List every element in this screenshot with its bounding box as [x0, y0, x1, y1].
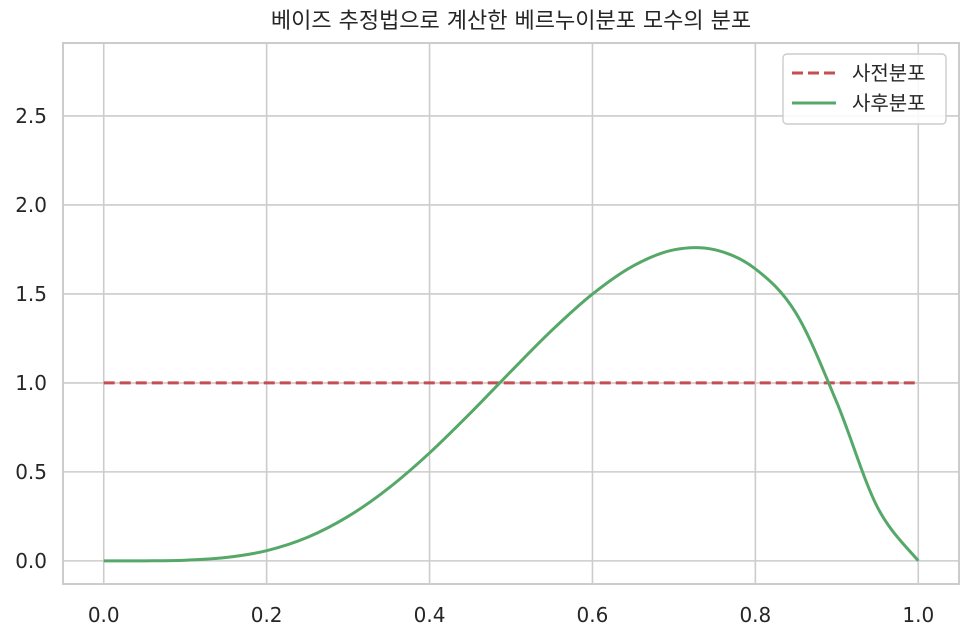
y-tick-label: 0.0	[15, 549, 47, 573]
series-line-1	[103, 246, 920, 563]
plot-frame	[62, 42, 960, 585]
y-tick-label: 1.0	[15, 371, 47, 395]
x-tick-label: 0.8	[739, 603, 771, 627]
y-tick-label: 2.5	[15, 104, 47, 128]
chart-title: 베이즈 추정법으로 계산한 베르누이분포 모수의 분포	[271, 9, 751, 34]
legend-box	[782, 53, 947, 125]
x-tick-label: 1.0	[902, 603, 934, 627]
y-tick-label: 2.0	[15, 193, 47, 217]
x-axis: 0.0 0.2 0.4 0.6 0.8 1.0	[88, 603, 934, 627]
y-tick-label: 0.5	[15, 460, 47, 484]
legend-label: 사후분포	[852, 91, 926, 115]
x-tick-label: 0.4	[414, 603, 446, 627]
x-tick-label: 0.2	[251, 603, 283, 627]
y-axis: 0.0 0.5 1.0 1.5 2.0 2.5	[15, 104, 47, 573]
x-tick-label: 0.6	[577, 603, 609, 627]
y-tick-label: 1.5	[15, 282, 47, 306]
series-group	[103, 246, 920, 563]
x-tick-label: 0.0	[88, 603, 120, 627]
legend-label: 사전분포	[852, 61, 926, 85]
